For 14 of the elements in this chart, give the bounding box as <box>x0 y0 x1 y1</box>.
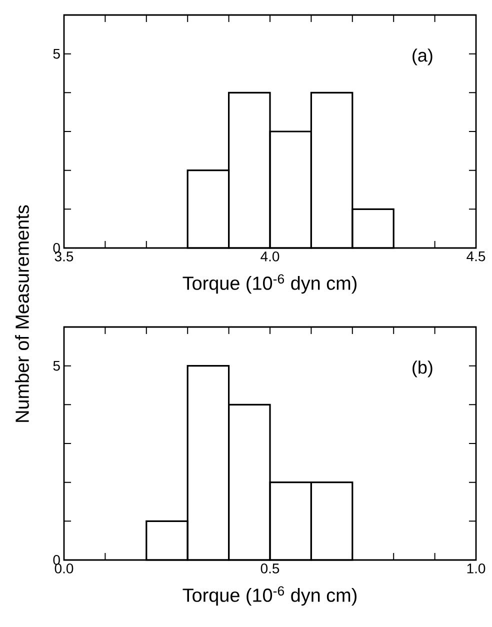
x-tick-label: 4.0 <box>260 252 280 262</box>
x-tick-label: 1.0 <box>467 564 486 574</box>
y-tick-label: 5 <box>53 360 60 371</box>
annotation: (a) <box>412 48 432 66</box>
y-tick-label: 5 <box>53 48 60 59</box>
x-tick-label: 0.5 <box>260 564 280 574</box>
x-axis-title: Torque (10$^{-6}$ dyn cm) <box>182 274 356 294</box>
x-tick-label: 4.5 <box>466 252 486 262</box>
y-tick-label: 0 <box>53 555 60 565</box>
x-axis-title: Torque (10$^{-6}$ dyn cm) <box>182 586 356 606</box>
y-axis-title: Number of Measurements <box>15 205 29 422</box>
x-tick-label: 3.5 <box>54 252 74 262</box>
x-tick-label: 0.0 <box>54 564 74 574</box>
annotation: (b) <box>412 360 432 378</box>
